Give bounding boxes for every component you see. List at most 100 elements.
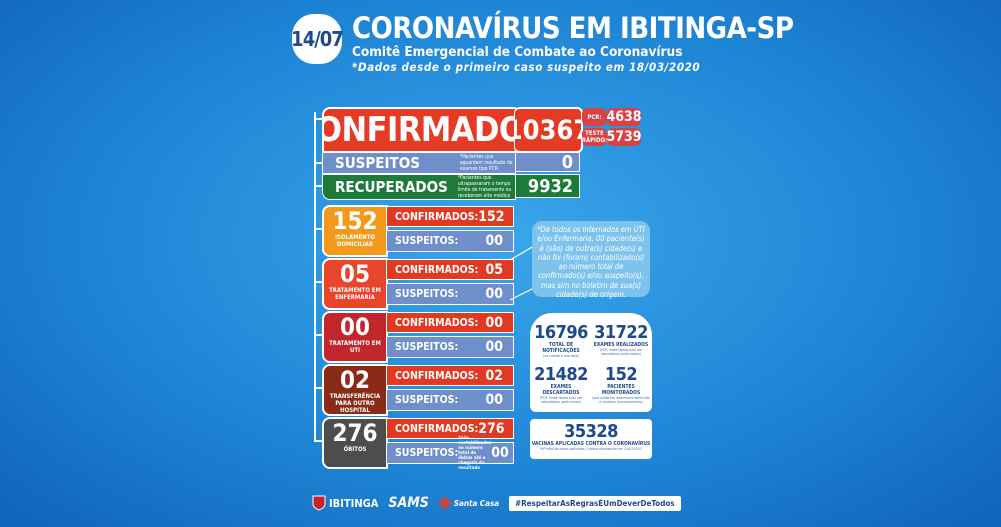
tree-branch bbox=[314, 162, 324, 164]
category-confirmados-row: CONFIRMADOS: 152 bbox=[386, 206, 514, 227]
category-suspeitos-row: SUSPEITOS: 00 bbox=[386, 389, 514, 411]
teste-rapido-label: TESTE RÁPIDO: bbox=[582, 128, 607, 146]
suspeitos-label: SUSPEITOS bbox=[335, 154, 420, 172]
category-box: 152 ISOLAMENTO DOMICILIAR bbox=[322, 205, 388, 257]
stat-exames: 31722 EXAMES REALIZADOS (PCR, teste rápi… bbox=[592, 323, 650, 356]
category-suspeitos-label: SUSPEITOS: bbox=[395, 394, 459, 406]
tree-branch bbox=[314, 440, 324, 442]
pcr-label: PCR: bbox=[582, 108, 607, 126]
category-label: ISOLAMENTO DOMICILIAR bbox=[335, 234, 375, 248]
category-suspeitos-value: 00 bbox=[485, 286, 503, 302]
exames-label: EXAMES REALIZADOS bbox=[593, 342, 649, 348]
category-suspeitos-value: 00 bbox=[485, 392, 503, 408]
category-confirmados-value: 00 bbox=[485, 314, 503, 331]
category-confirmados-row: CONFIRMADOS: 276 bbox=[386, 418, 514, 439]
category-confirmados-row: CONFIRMADOS: 02 bbox=[386, 365, 514, 386]
tree-branch bbox=[314, 334, 324, 336]
category-confirmados-row: CONFIRMADOS: 00 bbox=[386, 312, 514, 333]
category-suspeitos-label: SUSPEITOS: bbox=[395, 235, 459, 247]
tree-branch bbox=[314, 387, 324, 389]
recuperados-value: 9932 bbox=[515, 174, 580, 198]
stat-descartados: 21482 EXAMES DESCARTADOS (PCR, teste ráp… bbox=[532, 365, 590, 404]
descartados-sub: (PCR, teste rápido e/ou em laboratórios … bbox=[539, 396, 583, 404]
category-box: 05 TRATAMENTO EM ENFERMARIA bbox=[322, 258, 388, 310]
category-number: 02 bbox=[339, 366, 371, 394]
suspeitos-value: 0 bbox=[515, 152, 580, 173]
category-confirmados-label: CONFIRMADOS: bbox=[395, 316, 479, 329]
category-suspeitos-label: SUSPEITOS: bbox=[395, 341, 459, 353]
pcr-value: 4638 bbox=[607, 108, 641, 126]
tree-connector bbox=[314, 112, 316, 442]
exames-value: 31722 bbox=[594, 322, 648, 343]
category-confirmados-value: 02 bbox=[485, 367, 503, 384]
ibitinga-logo-text: IBITINGA bbox=[329, 496, 379, 510]
stat-notificacoes: 16796 TOTAL DE NOTIFICAÇÕES (na cidade e… bbox=[532, 323, 590, 358]
category-label: TRANSFERÊNCIA PARA OUTRO HOSPITAL bbox=[329, 393, 381, 414]
category-box: 02 TRANSFERÊNCIA PARA OUTRO HOSPITAL bbox=[322, 364, 388, 416]
tree-branch bbox=[314, 118, 324, 120]
category-suspeitos-row: SUSPEITOS: *não contabilizados no número … bbox=[386, 436, 514, 471]
category-suspeitos-value: 00 bbox=[491, 445, 509, 461]
vacinas-sub: *Nº total de doses aplicadas | Última at… bbox=[539, 447, 643, 451]
category-box: 276 ÓBITOS bbox=[322, 417, 388, 469]
city-crest-icon bbox=[312, 495, 326, 511]
category-suspeitos-row: SUSPEITOS: 00 bbox=[386, 336, 514, 358]
stats-card: 16796 TOTAL DE NOTIFICAÇÕES (na cidade e… bbox=[530, 313, 652, 412]
tree-branch bbox=[314, 228, 324, 230]
exames-sub: (PCR, teste rápido e/ou em laboratórios … bbox=[599, 348, 643, 356]
category-suspeitos-label: SUSPEITOS: bbox=[395, 447, 459, 459]
descartados-label: EXAMES DESCARTADOS bbox=[542, 384, 580, 396]
category-label: TRATAMENTO EM ENFERMARIA bbox=[329, 287, 381, 301]
vacinas-value: 35328 bbox=[564, 421, 618, 442]
suspeitos-note: *Pacientes que aguardam resultado de exa… bbox=[459, 154, 513, 172]
ibitinga-logo: IBITINGA bbox=[312, 495, 378, 511]
category-confirmados-label: CONFIRMADOS: bbox=[395, 263, 479, 276]
category-suspeitos-row: SUSPEITOS: 00 bbox=[386, 230, 514, 252]
vacinas-card: 35328 VACINAS APLICADAS CONTRA O CORONAV… bbox=[530, 419, 652, 459]
notificacoes-sub: (na cidade e fora dela) bbox=[543, 354, 579, 358]
hashtag-badge: #RespeitarAsRegrasÉUmDeverDeTodos bbox=[509, 495, 681, 511]
page-subtitle: Comitê Emergencial de Combate ao Coronav… bbox=[352, 44, 683, 60]
santa-casa-logo: Santa Casa bbox=[438, 497, 500, 509]
monitorados-value: 152 bbox=[604, 364, 638, 385]
connector-arrows bbox=[509, 245, 535, 301]
tree-branch bbox=[314, 281, 324, 283]
santa-casa-text: Santa Casa bbox=[453, 498, 500, 508]
category-suspeitos-row: SUSPEITOS: 00 bbox=[386, 283, 514, 305]
vacinas-label: VACINAS APLICADAS CONTRA O CORONAVÍRUS bbox=[531, 441, 651, 447]
category-suspeitos-note: *não contabilizados no número total de ó… bbox=[458, 435, 492, 471]
recuperados-note: *Pacientes que ultrapassaram o tempo lim… bbox=[457, 175, 512, 199]
stat-monitorados: 152 PACIENTES MONITORADOS (que estão em … bbox=[592, 365, 650, 404]
category-label: TRATAMENTO EM UTI bbox=[329, 340, 381, 354]
cross-icon bbox=[438, 497, 451, 509]
category-suspeitos-value: 00 bbox=[485, 233, 503, 249]
date-badge: 14/07 bbox=[291, 14, 344, 64]
category-suspeitos-label: SUSPEITOS: bbox=[395, 288, 459, 300]
category-confirmados-label: CONFIRMADOS: bbox=[395, 369, 479, 382]
category-confirmados-value: 152 bbox=[478, 208, 505, 225]
category-number: 00 bbox=[339, 313, 371, 341]
data-note: *Dados desde o primeiro caso suspeito em… bbox=[352, 60, 701, 74]
confirmados-value: 10367 bbox=[514, 107, 583, 153]
monitorados-label: PACIENTES MONITORADOS bbox=[601, 384, 641, 396]
sams-logo: SAMS bbox=[388, 495, 429, 511]
teste-rapido-value: 5739 bbox=[607, 128, 641, 146]
category-number: 152 bbox=[332, 207, 378, 235]
internados-note: *De todos os internados em UTI e/ou Enfe… bbox=[532, 221, 650, 299]
notificacoes-label: TOTAL DE NOTIFICAÇÕES bbox=[542, 342, 580, 354]
category-confirmados-value: 05 bbox=[485, 261, 503, 278]
confirmados-label: CONFIRMADOS bbox=[322, 107, 516, 153]
descartados-value: 21482 bbox=[534, 364, 588, 385]
tree-branch bbox=[314, 185, 324, 187]
page-title: CORONAVÍRUS EM IBITINGA-SP bbox=[352, 11, 794, 45]
recuperados-row: RECUPERADOS *Pacientes que ultrapassaram… bbox=[322, 174, 516, 200]
category-confirmados-label: CONFIRMADOS: bbox=[395, 422, 479, 435]
category-confirmados-label: CONFIRMADOS: bbox=[395, 210, 479, 223]
category-suspeitos-value: 00 bbox=[485, 339, 503, 355]
category-label: ÓBITOS bbox=[343, 446, 367, 453]
monitorados-sub: (que estão em isolamento domiciliar e re… bbox=[592, 396, 650, 404]
recuperados-label: RECUPERADOS bbox=[335, 178, 448, 196]
category-number: 05 bbox=[339, 260, 371, 288]
category-confirmados-row: CONFIRMADOS: 05 bbox=[386, 259, 514, 280]
category-box: 00 TRATAMENTO EM UTI bbox=[322, 311, 388, 363]
